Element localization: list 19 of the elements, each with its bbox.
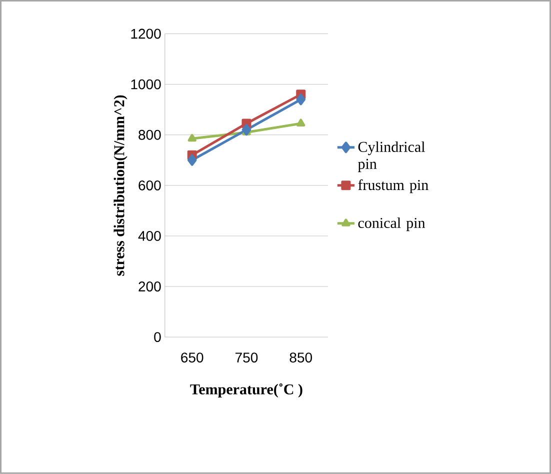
point: [187, 154, 197, 166]
y-tick-label: 0: [154, 332, 161, 342]
y-tick-label: 200: [138, 282, 161, 292]
y-tick-label: 400: [138, 231, 161, 241]
y-tick-label: 800: [138, 130, 161, 140]
x-axis-title: Temperature(˚C ): [190, 383, 302, 398]
point: [296, 94, 306, 106]
y-axis-title: stress distribution(N/mm^2): [114, 95, 128, 276]
y-tick-label: 600: [138, 180, 161, 190]
point: [242, 124, 252, 136]
legend-label: conical pin: [358, 218, 426, 232]
point: [188, 134, 196, 142]
y-tick-label: 1000: [131, 79, 161, 90]
x-tick-label: 750: [236, 352, 258, 363]
legend-label: frustum pin: [358, 179, 428, 194]
point: [296, 118, 306, 127]
x-tick-label: 850: [290, 352, 312, 363]
y-tick-label: 1200: [131, 28, 161, 39]
x-tick-label: 650: [181, 352, 204, 363]
